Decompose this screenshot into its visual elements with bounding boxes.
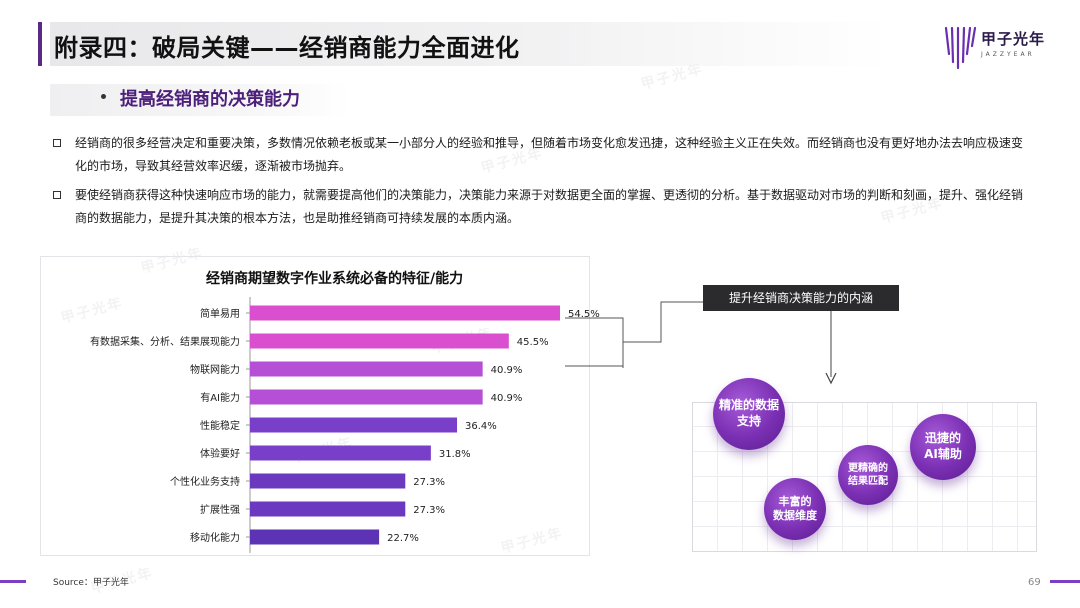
category-label: 扩展性强: [200, 503, 240, 516]
bubble-line: 数据维度: [773, 509, 817, 522]
category-label: 有数据采集、分析、结果展现能力: [90, 335, 240, 348]
logo-mark-icon: [944, 26, 977, 70]
subtitle-bullet-icon: [101, 94, 106, 99]
bubble-line: 精准的数据: [718, 398, 779, 413]
bar-chart: 简单易用 54.5% 有数据采集、分析、结果展现能力 45.5% 物联网能力 40.9% 有…: [90, 297, 600, 553]
bar: [250, 417, 458, 433]
value-label: 36.4%: [465, 421, 497, 432]
value-label: 27.3%: [413, 505, 445, 516]
bar: [250, 333, 509, 349]
bubble-line: 更精确的: [848, 463, 888, 474]
bar: [250, 445, 431, 461]
category-label: 简单易用: [200, 307, 240, 320]
value-label: 40.9%: [491, 393, 523, 404]
page-number: 69: [1028, 577, 1041, 588]
logo-subtext: JAZZYEAR: [981, 51, 1035, 58]
bubble-ai-assist: 迅捷的 AI辅助: [910, 414, 976, 480]
source-note: Source：甲子光年: [53, 578, 129, 588]
chart-frame: [40, 256, 590, 556]
bubble-data-dimension: 丰富的 数据维度: [764, 478, 826, 540]
paragraph-1: 经销商的很多经营决定和重要决策，多数情况依赖老板或某一小部分人的经验和推导，但随…: [75, 132, 1035, 178]
title-background: [50, 22, 890, 66]
bar: [250, 305, 560, 321]
bubble-line: 迅捷的: [924, 431, 961, 446]
bubble-accurate-data: 精准的数据 支持: [713, 378, 785, 450]
bubble-line: AI辅助: [924, 447, 962, 461]
title-accent-bar: [38, 22, 42, 66]
bubble-line: 支持: [736, 414, 761, 428]
paragraph-bullet-icon: [53, 139, 61, 147]
paragraph-bullet-icon: [53, 191, 61, 199]
paragraph-line: 化的市场，导致其经营效率迟缓，逐渐被市场抛弃。: [75, 159, 352, 173]
bar: [250, 501, 406, 517]
bar: [250, 529, 380, 545]
chart-title: 经销商期望数字作业系统必备的特征/能力: [206, 271, 464, 287]
footer-accent-right: [1050, 580, 1080, 583]
value-label: 40.9%: [491, 365, 523, 376]
implication-label-box: 提升经销商决策能力的内涵: [703, 285, 899, 311]
value-label: 31.8%: [439, 449, 471, 460]
bar: [250, 389, 483, 405]
logo-text: 甲子光年: [981, 30, 1046, 48]
bubble-line: 结果匹配: [848, 476, 888, 487]
category-label: 体验要好: [200, 447, 240, 460]
footer-accent-left: [0, 580, 26, 583]
bubble-line: 丰富的: [778, 494, 812, 508]
page-title: 附录四：破局关键——经销商能力全面进化: [54, 34, 520, 62]
down-arrow-icon: [825, 311, 837, 385]
brand-logo: 甲子光年 JAZZYEAR: [943, 24, 1063, 70]
bracket-connector: [565, 301, 703, 368]
category-label: 移动化能力: [190, 531, 240, 544]
bar: [250, 473, 406, 489]
subtitle-background: [50, 84, 350, 116]
value-label: 22.7%: [387, 533, 419, 544]
value-label: 54.5%: [568, 309, 600, 320]
category-label: 个性化业务支持: [170, 475, 240, 488]
category-label: 有AI能力: [200, 391, 240, 404]
bar: [250, 361, 483, 377]
paragraph-line: 商的数据能力，是提升其决策的根本方法，也是助推经销商可持续发展的本质内涵。: [75, 211, 520, 225]
category-label: 性能稳定: [200, 419, 240, 432]
value-label: 45.5%: [517, 337, 549, 348]
section-subtitle: 提高经销商的决策能力: [120, 89, 300, 110]
category-label: 物联网能力: [190, 363, 240, 376]
paragraph-line: 经销商的很多经营决定和重要决策，多数情况依赖老板或某一小部分人的经验和推导，但随…: [75, 136, 1024, 150]
bubble-result-matching: 更精确的 结果匹配: [838, 445, 898, 505]
paragraph-2: 要使经销商获得这种快速响应市场的能力，就需要提高他们的决策能力，决策能力来源于对…: [75, 184, 1035, 230]
value-label: 27.3%: [413, 477, 445, 488]
paragraph-line: 要使经销商获得这种快速响应市场的能力，就需要提高他们的决策能力，决策能力来源于对…: [75, 188, 1024, 202]
